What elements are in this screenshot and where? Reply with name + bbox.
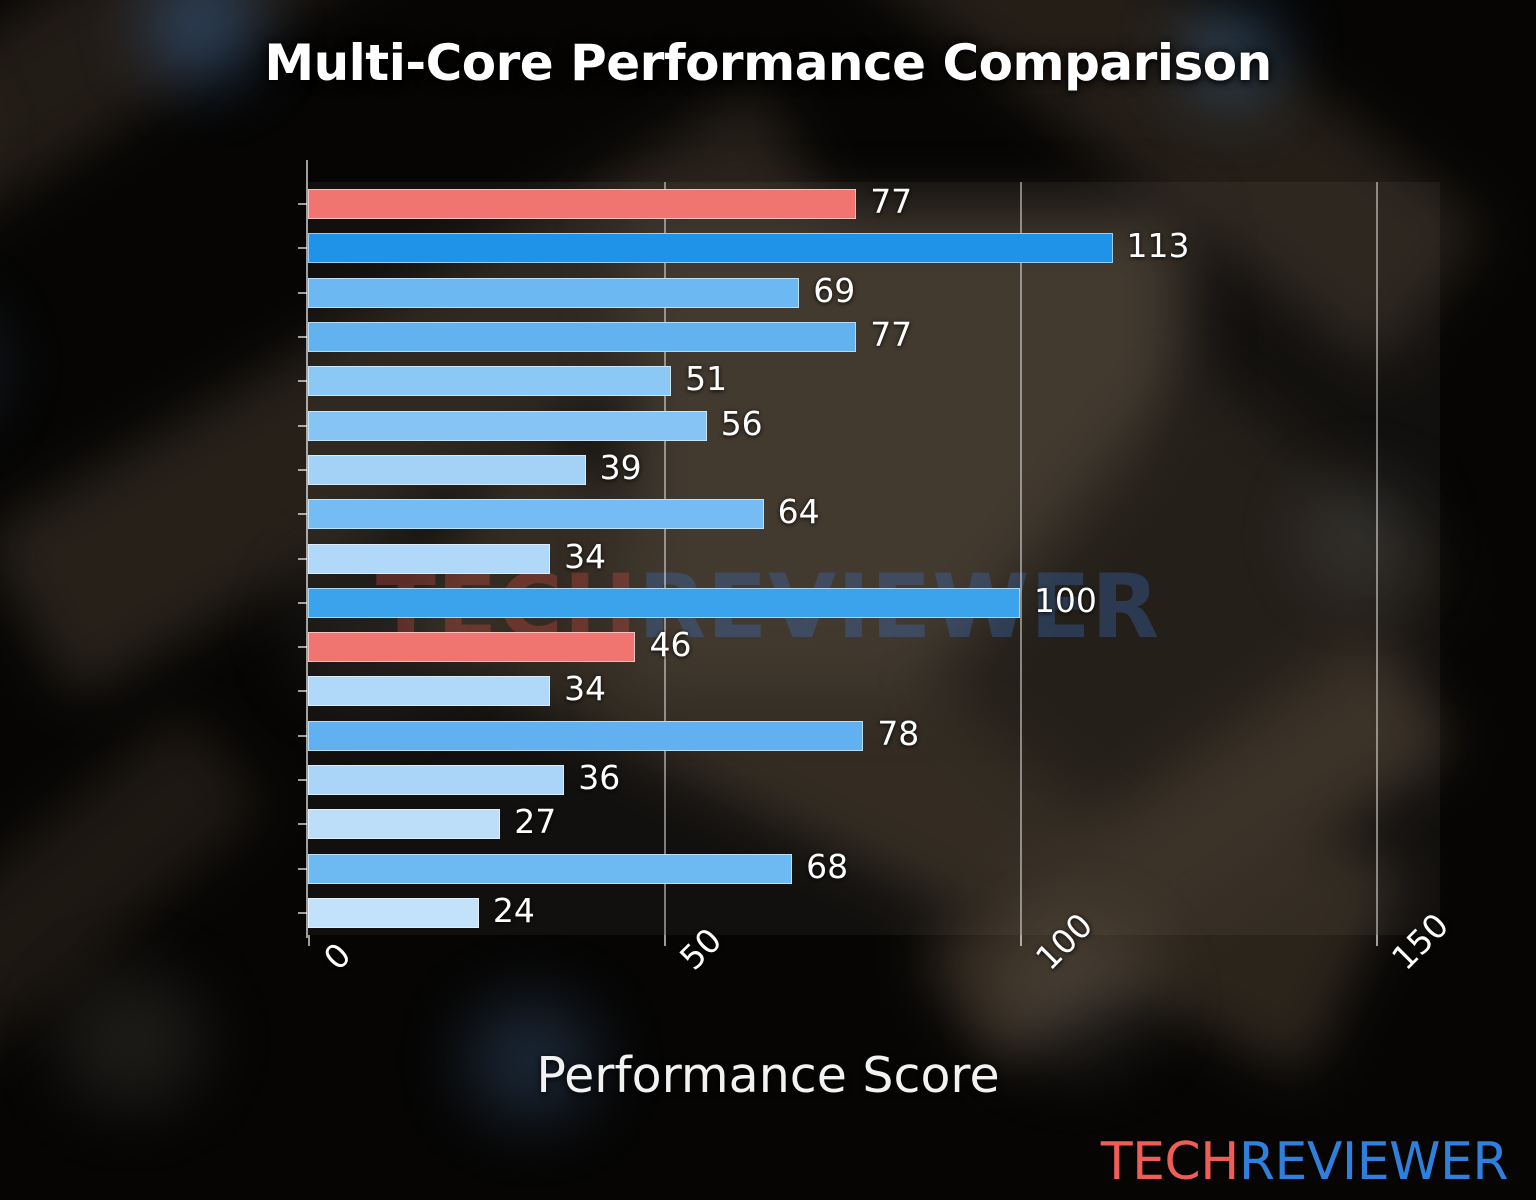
y-tick-mark-12600K <box>298 380 307 383</box>
y-tick-mark-10600K <box>298 557 307 560</box>
chart-title: Multi-Core Performance Comparison <box>264 34 1272 92</box>
bar-value-label-3600X: 24 <box>492 890 535 930</box>
bg-bokeh <box>1186 10 1277 100</box>
bar-5600X[interactable] <box>308 809 501 840</box>
bar-value-label-5950X: 78 <box>877 713 920 753</box>
y-tick-mark-11900K <box>298 424 307 427</box>
y-tick-mark-10900K <box>298 513 307 516</box>
bar-value-label-7700: 46 <box>649 625 692 665</box>
gridline-150 <box>1375 182 1378 935</box>
bar-value-label-11900K: 56 <box>720 403 763 443</box>
x-axis-title: Performance Score <box>536 1047 1000 1104</box>
bar-11900K[interactable] <box>308 410 707 441</box>
bar-13600K[interactable] <box>308 277 800 308</box>
y-tick-mark-7950X3D <box>298 601 307 604</box>
bar-7700[interactable] <box>308 632 636 663</box>
bar-3950X[interactable] <box>308 853 793 884</box>
y-tick-mark-3600X <box>298 911 307 914</box>
y-axis-spine <box>306 160 308 938</box>
bg-bokeh <box>996 920 1157 1070</box>
bar-13900K[interactable] <box>308 233 1113 264</box>
x-tick-label-150: 150 <box>1383 905 1457 978</box>
x-tick-mark-50 <box>663 935 666 946</box>
bg-bokeh <box>466 1000 597 1120</box>
gridline-100 <box>1019 182 1022 935</box>
bar-value-label-10900K: 64 <box>777 492 820 532</box>
bar-value-label-14600: 77 <box>870 182 913 222</box>
bar-7950X3D[interactable] <box>308 587 1020 618</box>
bar-value-label-10600K: 34 <box>564 536 607 576</box>
y-tick-mark-11600K <box>298 468 307 471</box>
y-tick-mark-5600X <box>298 823 307 826</box>
y-tick-mark-3950X <box>298 867 307 870</box>
y-tick-mark-14600 <box>298 203 307 206</box>
y-tick-mark-7700 <box>298 646 307 649</box>
bar-value-label-5600X: 27 <box>514 802 557 842</box>
bar-12900K[interactable] <box>308 322 857 353</box>
x-tick-mark-100 <box>1019 935 1022 946</box>
bar-value-label-7950X3D: 100 <box>1033 580 1097 620</box>
y-tick-mark-12900K <box>298 336 307 339</box>
bar-12600K[interactable] <box>308 366 672 397</box>
bar-value-label-7600X: 34 <box>564 669 607 709</box>
y-tick-mark-13900K <box>298 247 307 250</box>
logo-tech: TECH <box>1100 1132 1240 1192</box>
bar-3600X[interactable] <box>308 897 479 928</box>
bar-value-label-11600K: 39 <box>599 447 642 487</box>
bg-bokeh <box>56 970 207 1110</box>
x-tick-mark-0 <box>308 935 310 946</box>
gridline-50 <box>663 182 666 935</box>
bar-5950X[interactable] <box>308 720 864 751</box>
x-tick-label-100: 100 <box>1027 905 1101 978</box>
y-tick-mark-7600X <box>298 690 307 693</box>
bar-5800X3D[interactable] <box>308 764 565 795</box>
bar-10600K[interactable] <box>308 543 551 574</box>
y-tick-mark-5950X <box>298 734 307 737</box>
bg-bokeh <box>1306 480 1417 590</box>
bar-value-label-12900K: 77 <box>870 315 913 355</box>
bar-value-label-3950X: 68 <box>806 846 849 886</box>
bar-value-label-13600K: 69 <box>813 270 856 310</box>
x-tick-label-50: 50 <box>671 920 730 978</box>
logo-reviewer: REVIEWER <box>1238 1132 1509 1192</box>
bar-11600K[interactable] <box>308 454 586 485</box>
y-tick-mark-5800X3D <box>298 778 307 781</box>
x-tick-mark-150 <box>1375 935 1378 946</box>
bar-value-label-13900K: 113 <box>1126 226 1190 266</box>
brand-logo: TECHREVIEWER <box>1100 1132 1509 1192</box>
bar-7600X[interactable] <box>308 676 551 707</box>
x-tick-label-0: 0 <box>316 935 359 978</box>
bar-value-label-12600K: 51 <box>685 359 728 399</box>
y-tick-mark-13600K <box>298 291 307 294</box>
bar-10900K[interactable] <box>308 499 764 530</box>
bar-value-label-5800X3D: 36 <box>578 757 621 797</box>
bar-14600[interactable] <box>308 189 857 220</box>
